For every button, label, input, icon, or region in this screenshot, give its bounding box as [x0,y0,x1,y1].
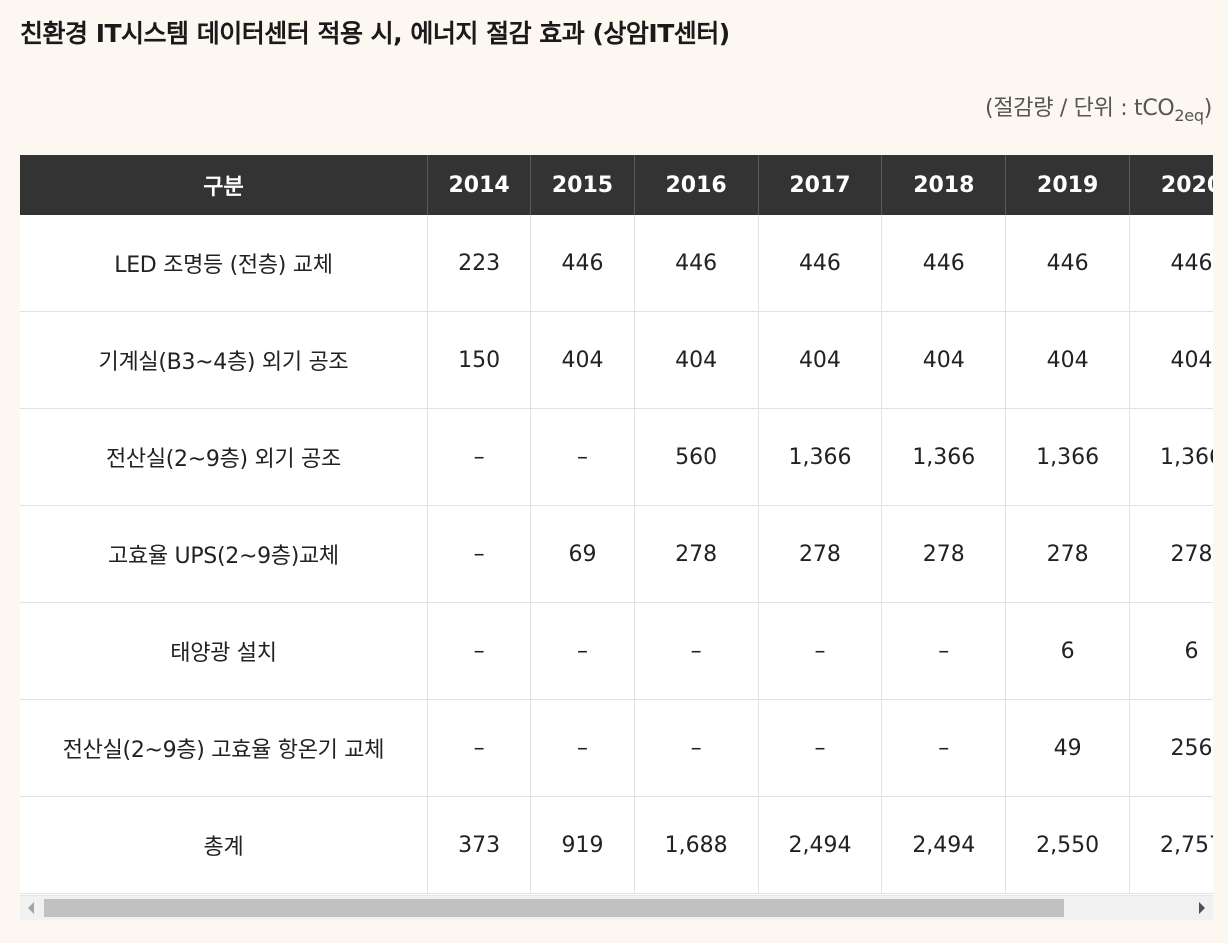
unit-label: (절감량 / 단위 : tCO2eq) [985,90,1212,125]
table-cell: 1,366 [758,408,883,506]
unit-prefix: (절감량 / 단위 : tCO [985,96,1175,121]
table-row-total: 총계 373 919 1,688 2,494 2,494 2,550 2,757 [20,796,1213,894]
table-cell: 2,494 [881,796,1007,894]
table-cell: 404 [1129,311,1213,409]
column-header: 2016 [634,155,759,215]
table-cell: – [881,699,1007,797]
table-cell: 2,494 [758,796,883,894]
table-header-row: 구분 2014 2015 2016 2017 2018 2019 2020 [20,155,1213,215]
table-cell: 446 [530,215,635,312]
row-label: 기계실(B3~4층) 외기 공조 [20,311,428,409]
column-header: 구분 [20,155,428,215]
row-label: 전산실(2~9층) 고효율 항온기 교체 [20,699,428,797]
table-cell: – [427,505,532,603]
scroll-left-icon[interactable] [28,902,34,914]
column-header: 2015 [530,155,635,215]
column-header: 2018 [881,155,1007,215]
row-label: 태양광 설치 [20,602,428,700]
table-cell: 6 [1005,602,1131,700]
table-row: 고효율 UPS(2~9층)교체 – 69 278 278 278 278 278 [20,505,1213,603]
table-cell: 404 [881,311,1007,409]
table-cell: 2,757 [1129,796,1213,894]
table-cell: 446 [1005,215,1131,312]
column-header: 2019 [1005,155,1131,215]
table-row: 전산실(2~9층) 외기 공조 – – 560 1,366 1,366 1,36… [20,408,1213,506]
unit-subscript: 2eq [1174,106,1204,125]
table-cell: – [427,408,532,506]
scrollbar-thumb[interactable] [44,899,1064,917]
table-cell: – [530,602,635,700]
table-cell: 446 [634,215,759,312]
table-cell: 446 [881,215,1007,312]
table-row: LED 조명등 (전층) 교체 223 446 446 446 446 446 … [20,215,1213,312]
table-cell: 49 [1005,699,1131,797]
table-cell: 404 [530,311,635,409]
table-cell: 404 [634,311,759,409]
row-label: LED 조명등 (전층) 교체 [20,215,428,312]
table-cell: 1,366 [881,408,1007,506]
table-cell: 278 [881,505,1007,603]
table-cell: 6 [1129,602,1213,700]
table-cell: – [530,408,635,506]
table-cell: 69 [530,505,635,603]
column-header: 2014 [427,155,532,215]
column-header: 2020 [1129,155,1213,215]
table-cell: – [634,699,759,797]
table-row: 기계실(B3~4층) 외기 공조 150 404 404 404 404 404… [20,311,1213,409]
table-cell: 278 [1129,505,1213,603]
table-row: 태양광 설치 – – – – – 6 6 [20,602,1213,700]
table-cell: 446 [758,215,883,312]
page-title: 친환경 IT시스템 데이터센터 적용 시, 에너지 절감 효과 (상암IT센터) [20,19,730,48]
column-header: 2017 [758,155,883,215]
table-cell: – [758,699,883,797]
table-cell: 223 [427,215,532,312]
table-cell: 278 [758,505,883,603]
table-cell: 560 [634,408,759,506]
unit-suffix: ) [1203,96,1213,121]
table-cell: 1,366 [1129,408,1213,506]
table-cell: – [427,699,532,797]
table-cell: 1,688 [634,796,759,894]
table-cell: 1,366 [1005,408,1131,506]
table-cell: 404 [758,311,883,409]
table-cell: 919 [530,796,635,894]
row-label: 전산실(2~9층) 외기 공조 [20,408,428,506]
table-row: 전산실(2~9층) 고효율 항온기 교체 – – – – – 49 256 [20,699,1213,797]
row-label: 고효율 UPS(2~9층)교체 [20,505,428,603]
energy-savings-table: 구분 2014 2015 2016 2017 2018 2019 2020 LE… [20,155,1213,894]
table-cell: – [634,602,759,700]
table-cell: – [427,602,532,700]
table-cell: 256 [1129,699,1213,797]
table-cell: – [758,602,883,700]
scroll-right-icon[interactable] [1199,902,1205,914]
table-cell: 278 [634,505,759,603]
row-label: 총계 [20,796,428,894]
table-cell: 404 [1005,311,1131,409]
table-cell: 373 [427,796,532,894]
table-cell: 278 [1005,505,1131,603]
table-cell: 2,550 [1005,796,1131,894]
table-cell: – [881,602,1007,700]
table-cell: 446 [1129,215,1213,312]
table-cell: 150 [427,311,532,409]
table-container[interactable]: 구분 2014 2015 2016 2017 2018 2019 2020 LE… [20,155,1213,895]
table-cell: – [530,699,635,797]
horizontal-scrollbar[interactable] [20,895,1213,920]
